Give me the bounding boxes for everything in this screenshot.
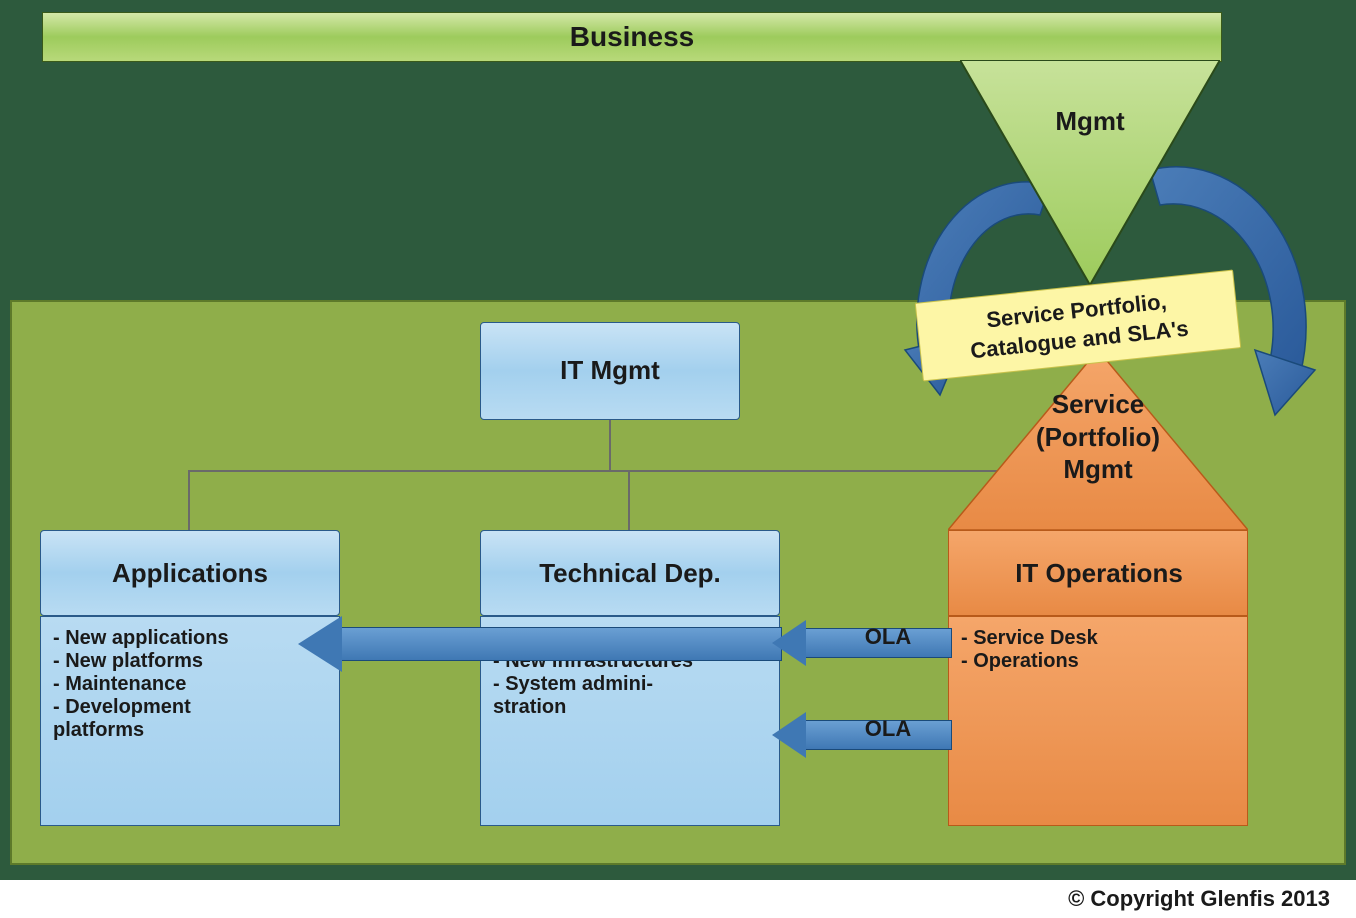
list-item: stration: [493, 696, 767, 719]
applications-header: Applications: [40, 530, 340, 616]
technical-header: Technical Dep.: [480, 530, 780, 616]
service-portfolio-roof-label: Service (Portfolio) Mgmt: [960, 388, 1236, 486]
it-operations-items: - Service Desk - Operations: [948, 616, 1248, 826]
list-item: - Operations: [961, 650, 1235, 673]
copyright-text: © Copyright Glenfis 2013: [1068, 886, 1330, 912]
org-line-mid: [628, 470, 630, 530]
it-operations-header: IT Operations: [948, 530, 1248, 616]
list-item: - New platforms: [53, 650, 327, 673]
list-item: - System admini-: [493, 673, 767, 696]
roof-label-line1: Service: [1052, 389, 1145, 419]
list-item: - New applications: [53, 627, 327, 650]
ola-label-1: OLA: [848, 624, 928, 650]
applications-items: - New applications - New platforms - Mai…: [40, 616, 340, 826]
it-mgmt-label: IT Mgmt: [481, 323, 739, 417]
business-bar-label: Business: [570, 21, 695, 52]
mgmt-funnel-label: Mgmt: [1000, 106, 1180, 137]
business-bar: Business: [42, 12, 1222, 62]
org-line-left: [188, 470, 190, 530]
list-item: - Development: [53, 696, 327, 719]
roof-label-line3: Mgmt: [1063, 454, 1132, 484]
technical-header-text: Technical Dep.: [481, 531, 779, 615]
applications-header-text: Applications: [41, 531, 339, 615]
it-mgmt-box: IT Mgmt: [480, 322, 740, 420]
diagram-stage: Business Mgmt: [0, 0, 1356, 918]
arrow-technical-to-applications: [298, 616, 782, 672]
list-item: - Maintenance: [53, 673, 327, 696]
org-line-trunk: [609, 420, 611, 472]
list-item: platforms: [53, 719, 327, 742]
mgmt-funnel: [960, 60, 1220, 285]
it-operations-header-text: IT Operations: [949, 531, 1249, 615]
roof-label-line2: (Portfolio): [1036, 422, 1160, 452]
list-item: - Service Desk: [961, 627, 1235, 650]
ola-label-2: OLA: [848, 716, 928, 742]
